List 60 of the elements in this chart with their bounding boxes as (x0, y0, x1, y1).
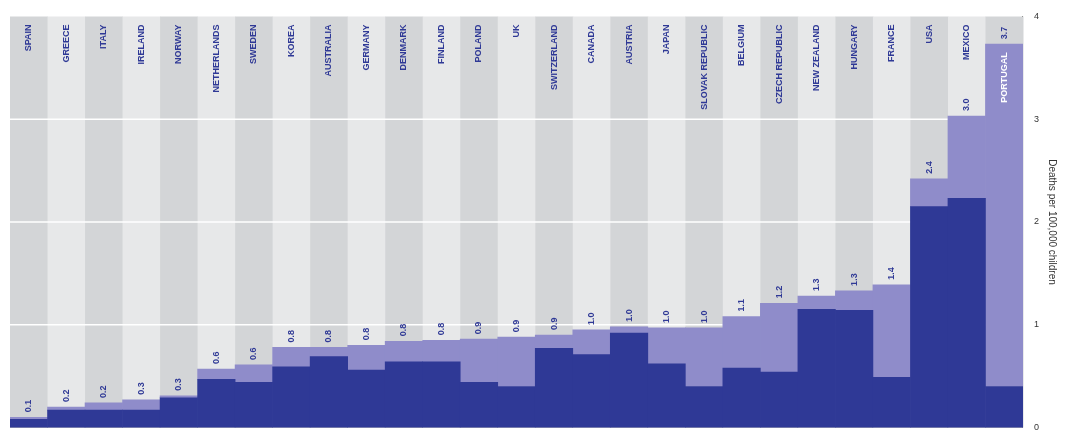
x-tick-label: FINLAND (435, 23, 446, 64)
total-label: 0.3 (173, 378, 184, 391)
x-tick-label: NETHERLANDS (210, 24, 221, 93)
x-tick-label: NEW ZEALAND (811, 23, 822, 91)
x-tick-label: GERMANY (360, 24, 371, 71)
total-label: 1.0 (661, 310, 672, 323)
total-label: 1.0 (698, 310, 709, 323)
total-label: 0.8 (398, 323, 409, 337)
total-label: 0.6 (210, 351, 221, 364)
x-tick-label: NORWAY (173, 24, 184, 64)
x-tick-label: SLOVAK REPUBLIC (698, 23, 709, 110)
total-label: 1.0 (623, 309, 634, 322)
total-label: 0.9 (473, 321, 484, 335)
x-tick-label: CZECH REPUBLIC (773, 23, 784, 104)
x-tick-label: PORTUGAL (998, 51, 1009, 103)
total-label: 3.7 (998, 26, 1009, 40)
x-tick-label: AUSTRALIA (323, 23, 334, 77)
x-tick-label: GREECE (60, 24, 71, 63)
y-tick-label: 4 (1033, 10, 1040, 21)
total-label: 2.4 (923, 161, 934, 174)
total-label: 1.3 (848, 273, 859, 286)
x-tick-label: BELGIUM (736, 24, 747, 66)
x-tick-label: FRANCE (886, 24, 897, 62)
total-label: 0.8 (285, 329, 296, 343)
total-label: 1.0 (586, 312, 597, 325)
total-label: 1.2 (773, 285, 784, 299)
total-label: 0.9 (510, 319, 521, 333)
total-label: 0.2 (98, 385, 109, 398)
x-tick-label: USA (923, 23, 934, 44)
total-label: 0.6 (248, 347, 259, 360)
x-tick-label: DENMARK (398, 23, 409, 71)
y-tick-label: 0 (1033, 422, 1040, 433)
y-tick-label: 3 (1033, 113, 1040, 124)
x-tick-label: POLAND (473, 23, 484, 63)
x-tick-label: UK (510, 23, 521, 38)
total-label: 0.3 (135, 382, 146, 395)
x-tick-label: JAPAN (661, 24, 672, 55)
total-label: 0.8 (323, 329, 334, 343)
y-tick-label: 1 (1033, 319, 1040, 330)
total-label: 1.3 (811, 278, 822, 292)
x-tick-label: SWEDEN (248, 24, 259, 64)
x-tick-label: ITALY (98, 24, 109, 49)
x-tick-label: MEXICO (961, 24, 972, 60)
x-tick-label: CANADA (586, 23, 597, 64)
total-label: 3.0 (961, 98, 972, 112)
total-label: 0.9 (548, 317, 559, 331)
total-label: 1.1 (736, 299, 747, 312)
x-tick-label: HUNGARY (848, 24, 859, 70)
x-tick-label: KOREA (285, 23, 296, 57)
y-tick-label: 2 (1033, 216, 1040, 227)
total-label: 0.8 (360, 327, 371, 341)
x-tick-label: SPAIN (23, 24, 34, 52)
total-label: 0.1 (23, 399, 34, 413)
total-label: 1.4 (886, 267, 897, 280)
x-tick-label: AUSTRIA (623, 23, 634, 65)
y-axis-title: Deaths per 100,000 children (1047, 159, 1059, 285)
x-tick-label: IRELAND (135, 23, 146, 65)
total-label: 0.2 (60, 389, 71, 403)
x-tick-label: SWITZERLAND (548, 23, 559, 90)
total-label: 0.8 (435, 322, 446, 336)
